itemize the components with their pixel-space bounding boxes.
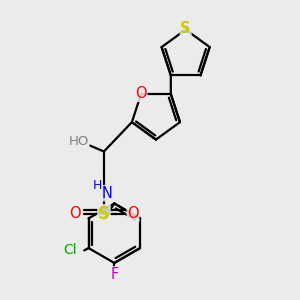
Text: H: H [93, 179, 102, 192]
Text: HO: HO [68, 135, 89, 148]
Text: S: S [98, 205, 110, 223]
Text: F: F [110, 267, 118, 282]
Text: O: O [69, 206, 81, 221]
Text: O: O [135, 86, 147, 101]
Text: S: S [180, 21, 191, 36]
Text: Cl: Cl [63, 244, 77, 257]
Text: N: N [102, 186, 113, 201]
Text: O: O [127, 206, 139, 221]
